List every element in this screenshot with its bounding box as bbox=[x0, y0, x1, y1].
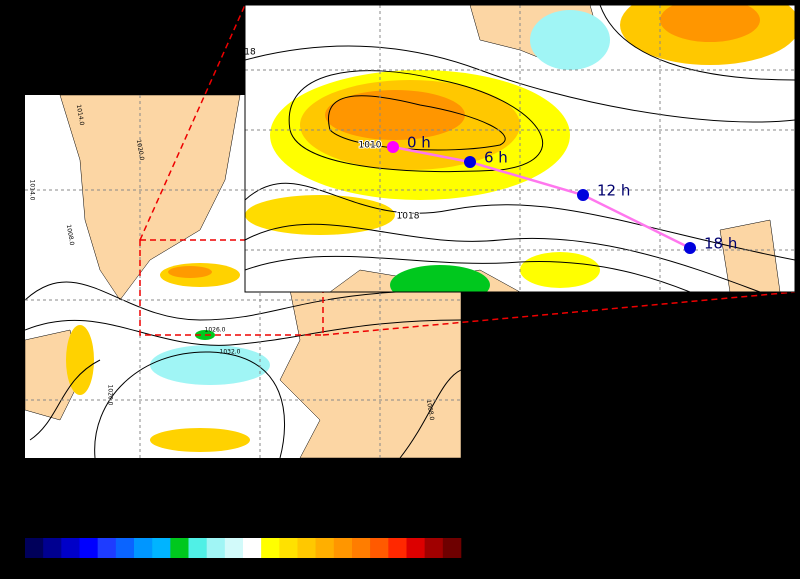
colorbar-swatch bbox=[206, 538, 226, 558]
colorbar-swatch bbox=[79, 538, 98, 558]
track-line bbox=[392, 145, 691, 250]
track-label: 18 h bbox=[704, 235, 737, 253]
contour-label: 1014.0 bbox=[29, 180, 36, 201]
zoom-line bbox=[322, 291, 796, 336]
colorbar-swatch bbox=[134, 538, 153, 558]
anomaly bbox=[530, 10, 610, 70]
anomaly bbox=[660, 5, 760, 42]
contour-label: 1018 bbox=[397, 212, 420, 222]
track-label: 0 h bbox=[407, 134, 431, 152]
inset-frame bbox=[244, 4, 796, 293]
land bbox=[279, 279, 461, 458]
colorbar-swatch bbox=[315, 538, 335, 558]
contour-label: 1008.0 bbox=[65, 224, 76, 246]
colorbar-swatch bbox=[388, 538, 407, 558]
colorbar-swatch bbox=[224, 538, 244, 558]
track-point bbox=[684, 242, 696, 254]
zoom-line bbox=[139, 4, 246, 241]
colorbar-swatch bbox=[188, 538, 207, 558]
colorbar-swatch bbox=[243, 538, 262, 558]
colorbar-swatch bbox=[352, 538, 371, 558]
anomaly bbox=[168, 266, 212, 278]
track-label: 12 h bbox=[597, 182, 630, 200]
track-point bbox=[577, 189, 589, 201]
anomaly bbox=[520, 252, 600, 288]
isobars bbox=[245, 5, 795, 292]
colorbar-swatch bbox=[97, 538, 117, 558]
colorbar-swatch bbox=[442, 538, 462, 558]
anomaly bbox=[325, 90, 465, 140]
colorbar-swatch bbox=[406, 538, 425, 558]
colorbar-swatch bbox=[43, 538, 62, 558]
isobars bbox=[25, 281, 461, 458]
contour-label: 1020.0 bbox=[135, 139, 146, 161]
colorbar-swatch bbox=[25, 538, 44, 558]
land bbox=[59, 95, 241, 301]
colorbar-swatch bbox=[297, 538, 316, 558]
anomaly bbox=[150, 345, 270, 385]
colorbar-swatch bbox=[370, 538, 389, 558]
anomaly bbox=[150, 428, 250, 452]
colorbar-swatch bbox=[424, 538, 444, 558]
track-label: 6 h bbox=[484, 149, 508, 167]
contour-label: 1020.0 bbox=[107, 385, 114, 406]
contour-label: 1032.0 bbox=[220, 349, 241, 356]
contour-label: 1008.0 bbox=[425, 399, 436, 421]
colorbar-swatch bbox=[61, 538, 80, 558]
anomaly bbox=[390, 265, 490, 292]
colorbar-swatch bbox=[261, 538, 280, 558]
anomaly bbox=[245, 195, 395, 235]
track-point bbox=[387, 141, 399, 153]
land bbox=[719, 219, 781, 292]
contour-label: 1026.0 bbox=[205, 327, 226, 334]
inset-map: 18 1010 1018 0 h 6 h 12 h 18 h bbox=[244, 5, 795, 292]
graticule bbox=[245, 5, 795, 292]
contour-label: 1014.0 bbox=[75, 104, 86, 126]
colorbar-swatch bbox=[115, 538, 135, 558]
colorbar-swatch bbox=[170, 538, 189, 558]
contour-label: 18 bbox=[244, 48, 256, 58]
colorbar-swatch bbox=[152, 538, 171, 558]
contour-label: 1010 bbox=[359, 141, 382, 151]
colorbar-swatch bbox=[333, 538, 353, 558]
anomaly bbox=[66, 325, 94, 395]
track-point bbox=[464, 156, 476, 168]
colorbar-swatch bbox=[279, 538, 298, 558]
